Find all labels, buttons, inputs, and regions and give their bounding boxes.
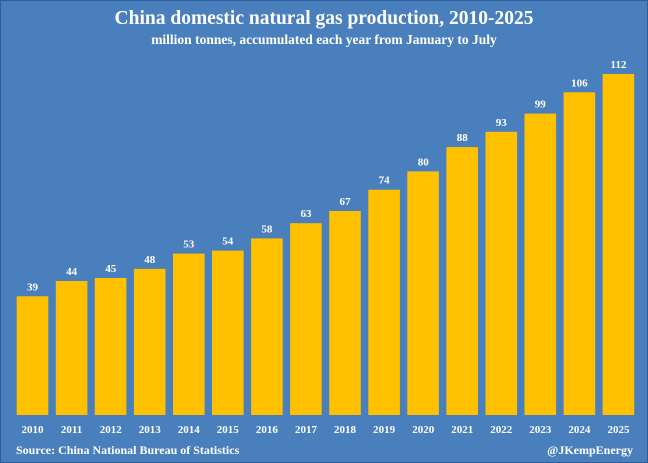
bar-2022 <box>485 131 518 416</box>
x-tick-label-2013: 2013 <box>139 424 162 436</box>
x-tick-label-2010: 2010 <box>22 424 45 436</box>
data-label-2020: 80 <box>418 156 430 168</box>
bar-2014 <box>173 253 205 415</box>
x-tick-label-2012: 2012 <box>100 424 123 436</box>
author-handle: @JKempEnergy <box>547 443 633 457</box>
chart-subtitle: million tonnes, accumulated each year fr… <box>151 32 497 47</box>
data-label-2019: 74 <box>379 175 391 187</box>
x-tick-label-2022: 2022 <box>490 424 513 436</box>
data-label-2021: 88 <box>457 132 469 144</box>
data-label-2022: 93 <box>496 117 508 129</box>
x-tick-label-2014: 2014 <box>178 424 201 436</box>
data-label-2018: 67 <box>340 196 352 208</box>
bar-2020 <box>407 171 439 415</box>
source-note: Source: China National Bureau of Statist… <box>16 443 240 457</box>
bar-2010 <box>16 296 49 415</box>
data-label-2025: 112 <box>611 59 627 71</box>
bar-2025 <box>602 74 635 415</box>
x-tick-label-2023: 2023 <box>529 424 552 436</box>
data-label-2010: 39 <box>27 281 39 293</box>
chart-title: China domestic natural gas production, 2… <box>114 8 534 29</box>
x-tick-label-2011: 2011 <box>61 424 82 436</box>
x-tick-label-2018: 2018 <box>334 424 357 436</box>
bar-2021 <box>446 147 478 415</box>
bar-2015 <box>212 250 244 415</box>
bar-2024 <box>563 92 596 416</box>
data-label-2015: 54 <box>222 236 234 248</box>
data-label-2011: 44 <box>66 266 78 278</box>
bar-2023 <box>524 113 557 415</box>
bar-2018 <box>329 211 361 415</box>
bar-2011 <box>55 281 88 415</box>
x-tick-label-2015: 2015 <box>217 424 240 436</box>
x-tick-label-2025: 2025 <box>608 424 631 436</box>
x-tick-label-2017: 2017 <box>295 424 318 436</box>
bar-2012 <box>94 278 127 415</box>
data-label-2013: 48 <box>144 254 156 266</box>
data-label-2012: 45 <box>105 263 117 275</box>
data-label-2014: 53 <box>183 239 195 251</box>
bar-2019 <box>368 189 400 415</box>
data-label-2023: 99 <box>535 99 547 111</box>
x-tick-label-2021: 2021 <box>451 424 473 436</box>
bar-2017 <box>290 223 322 415</box>
bar-2016 <box>251 238 283 415</box>
x-tick-label-2020: 2020 <box>412 424 435 436</box>
data-label-2016: 58 <box>261 223 273 235</box>
x-tick-label-2019: 2019 <box>373 424 396 436</box>
x-tick-label-2024: 2024 <box>568 424 591 436</box>
bar-2013 <box>133 268 166 415</box>
data-label-2024: 106 <box>571 77 588 89</box>
data-label-2017: 63 <box>301 208 313 220</box>
x-tick-label-2016: 2016 <box>256 424 279 436</box>
